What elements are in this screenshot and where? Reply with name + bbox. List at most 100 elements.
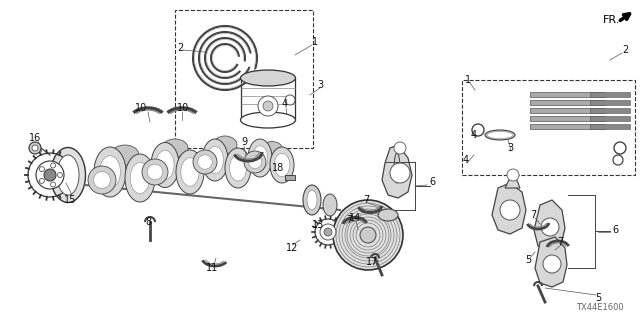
Ellipse shape	[156, 150, 174, 180]
Ellipse shape	[307, 190, 317, 210]
Ellipse shape	[100, 156, 120, 188]
Circle shape	[613, 155, 623, 165]
Text: 7: 7	[346, 215, 352, 225]
Text: 14: 14	[349, 213, 361, 223]
Ellipse shape	[487, 132, 513, 139]
Circle shape	[40, 167, 44, 172]
Text: 5: 5	[525, 255, 531, 265]
Circle shape	[324, 228, 332, 236]
Text: 18: 18	[272, 163, 284, 173]
Ellipse shape	[125, 154, 155, 202]
Circle shape	[472, 124, 484, 136]
Text: FR.: FR.	[604, 15, 621, 25]
Circle shape	[263, 101, 273, 111]
Text: 3: 3	[317, 80, 323, 90]
Circle shape	[614, 142, 626, 154]
Text: 12: 12	[286, 243, 298, 253]
Ellipse shape	[241, 70, 296, 86]
Bar	[530, 116, 605, 121]
Circle shape	[44, 169, 56, 181]
Text: 2: 2	[177, 43, 183, 53]
Circle shape	[248, 156, 262, 169]
Ellipse shape	[225, 148, 251, 188]
Bar	[175, 10, 313, 148]
Text: TX44E1600: TX44E1600	[576, 303, 624, 313]
Circle shape	[32, 145, 38, 151]
Text: 3: 3	[507, 143, 513, 153]
Bar	[590, 116, 630, 121]
Circle shape	[258, 96, 278, 116]
Ellipse shape	[213, 136, 237, 154]
Text: 7: 7	[530, 210, 536, 220]
Ellipse shape	[248, 139, 272, 177]
Circle shape	[193, 150, 217, 174]
Ellipse shape	[270, 147, 294, 183]
Ellipse shape	[230, 155, 246, 181]
Circle shape	[142, 159, 168, 185]
Text: 15: 15	[64, 195, 76, 205]
Ellipse shape	[202, 139, 228, 181]
Bar	[462, 80, 635, 175]
Ellipse shape	[207, 146, 223, 174]
Text: 17: 17	[366, 257, 378, 267]
Circle shape	[51, 182, 56, 187]
Ellipse shape	[176, 150, 204, 194]
Bar	[590, 108, 630, 113]
Circle shape	[507, 169, 519, 181]
Text: 16: 16	[29, 133, 41, 143]
Ellipse shape	[57, 155, 79, 195]
Circle shape	[333, 200, 403, 270]
Text: 6: 6	[612, 225, 618, 235]
Circle shape	[543, 255, 561, 273]
Text: 4: 4	[282, 99, 288, 109]
Text: 13: 13	[312, 220, 324, 230]
Text: 6: 6	[429, 177, 435, 187]
Ellipse shape	[111, 145, 139, 165]
Ellipse shape	[131, 163, 150, 194]
Text: 1: 1	[465, 75, 471, 85]
Ellipse shape	[303, 185, 321, 215]
Circle shape	[500, 200, 520, 220]
Text: 8: 8	[145, 217, 151, 227]
Ellipse shape	[94, 147, 126, 197]
Ellipse shape	[51, 148, 86, 203]
Text: 4: 4	[463, 155, 469, 165]
Ellipse shape	[151, 142, 179, 188]
Circle shape	[394, 142, 406, 154]
Bar	[530, 124, 605, 129]
Circle shape	[244, 151, 266, 173]
Ellipse shape	[162, 139, 188, 157]
Bar	[285, 175, 295, 180]
Text: 2: 2	[622, 45, 628, 55]
Circle shape	[58, 172, 63, 178]
Circle shape	[320, 224, 336, 240]
Text: 9: 9	[241, 137, 247, 147]
Text: 7: 7	[557, 237, 563, 247]
Bar	[590, 124, 630, 129]
Circle shape	[36, 161, 64, 189]
Bar	[530, 100, 605, 105]
Ellipse shape	[181, 158, 199, 186]
Ellipse shape	[323, 194, 337, 216]
Ellipse shape	[241, 112, 296, 128]
Circle shape	[390, 163, 410, 183]
Circle shape	[541, 218, 559, 236]
Circle shape	[40, 178, 44, 183]
Ellipse shape	[274, 153, 290, 177]
Circle shape	[193, 26, 257, 90]
Circle shape	[198, 155, 212, 169]
Polygon shape	[534, 200, 565, 250]
Ellipse shape	[252, 146, 268, 170]
Circle shape	[29, 142, 41, 154]
Text: 10: 10	[177, 103, 189, 113]
Circle shape	[93, 172, 111, 188]
Ellipse shape	[485, 130, 515, 140]
Polygon shape	[492, 183, 526, 234]
Circle shape	[147, 164, 163, 180]
Polygon shape	[535, 237, 567, 287]
Text: 4: 4	[471, 130, 477, 140]
Ellipse shape	[261, 141, 283, 158]
Text: 11: 11	[206, 263, 218, 273]
Text: 10: 10	[135, 103, 147, 113]
Polygon shape	[382, 145, 412, 198]
